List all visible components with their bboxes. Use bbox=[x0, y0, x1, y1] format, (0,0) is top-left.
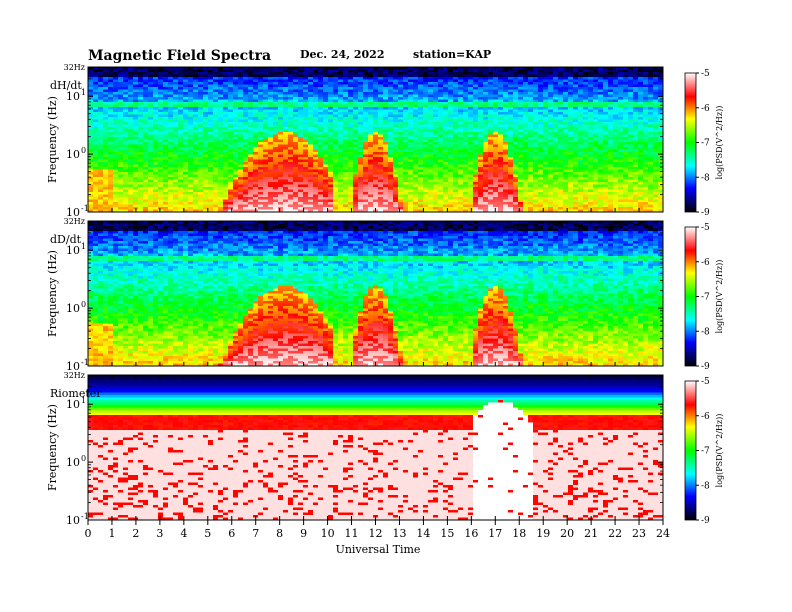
x-tick-label: 17 bbox=[488, 527, 502, 540]
colorbar-tick-label: -6 bbox=[701, 104, 710, 114]
y-tick-exponent: 1 bbox=[81, 88, 86, 97]
x-tick-label: 3 bbox=[156, 527, 163, 540]
x-tick-label: 16 bbox=[464, 527, 478, 540]
y-tick-exponent: 1 bbox=[81, 396, 86, 405]
colorbar-tick-label: -5 bbox=[701, 223, 710, 233]
x-tick-label: 23 bbox=[632, 527, 646, 540]
x-tick-label: 14 bbox=[416, 527, 430, 540]
y-axis-label: Frequency (Hz) bbox=[46, 404, 59, 491]
x-tick-label: 19 bbox=[536, 527, 550, 540]
colorbar-label: log(PSD(V^2/Hz)) bbox=[715, 414, 724, 488]
x-tick-label: 21 bbox=[584, 527, 598, 540]
colorbar bbox=[684, 72, 697, 213]
colorbar-tick-label: -7 bbox=[701, 447, 710, 457]
x-tick-label: 18 bbox=[512, 527, 526, 540]
y-axis-label: Frequency (Hz) bbox=[46, 250, 59, 337]
colorbar-tick-label: -8 bbox=[701, 173, 710, 183]
x-tick-label: 11 bbox=[345, 527, 359, 540]
x-tick-label: 10 bbox=[321, 527, 335, 540]
x-tick-label: 0 bbox=[85, 527, 92, 540]
y-tick-label: 10 bbox=[66, 206, 80, 219]
panel-name: dH/dt bbox=[50, 79, 82, 92]
x-tick-label: 13 bbox=[392, 527, 406, 540]
y-tick-exponent: -1 bbox=[81, 204, 89, 213]
top-frequency-label: 32Hz bbox=[64, 371, 85, 380]
y-tick-label: 10 bbox=[66, 244, 80, 257]
colorbar-tick-label: -7 bbox=[701, 139, 710, 149]
y-tick-label: 10 bbox=[66, 148, 80, 161]
x-tick-label: 9 bbox=[300, 527, 307, 540]
x-tick-label: 2 bbox=[132, 527, 139, 540]
colorbar-tick-label: -8 bbox=[701, 327, 710, 337]
colorbar-tick-label: -7 bbox=[701, 293, 710, 303]
colorbar-tick-label: -9 bbox=[701, 208, 710, 218]
colorbar-label: log(PSD(V^2/Hz)) bbox=[715, 260, 724, 334]
y-tick-exponent: 0 bbox=[81, 146, 86, 155]
colorbar-tick-label: -6 bbox=[701, 412, 710, 422]
x-tick-label: 22 bbox=[608, 527, 622, 540]
x-tick-label: 20 bbox=[560, 527, 574, 540]
x-axis-label: Universal Time bbox=[336, 543, 421, 556]
x-tick-label: 24 bbox=[656, 527, 670, 540]
colorbar-tick-label: -9 bbox=[701, 362, 710, 372]
top-frequency-label: 32Hz bbox=[64, 63, 85, 72]
y-tick-label: 10 bbox=[66, 302, 80, 315]
x-tick-label: 12 bbox=[369, 527, 383, 540]
colorbar bbox=[684, 380, 697, 521]
y-tick-exponent: -1 bbox=[81, 512, 89, 521]
date-label: Dec. 24, 2022 bbox=[300, 48, 384, 61]
spectrogram-field bbox=[88, 67, 663, 212]
colorbar-label: log(PSD(V^2/Hz)) bbox=[715, 106, 724, 180]
colorbar-tick-label: -6 bbox=[701, 258, 710, 268]
x-tick-label: 15 bbox=[440, 527, 454, 540]
panel-name: Riometer bbox=[50, 387, 102, 400]
station-label: station=KAP bbox=[413, 48, 491, 61]
y-tick-exponent: 0 bbox=[81, 300, 86, 309]
x-tick-label: 1 bbox=[108, 527, 115, 540]
y-tick-exponent: 1 bbox=[81, 242, 86, 251]
y-tick-label: 10 bbox=[66, 398, 80, 411]
x-tick-label: 4 bbox=[180, 527, 187, 540]
y-axis-label: Frequency (Hz) bbox=[46, 96, 59, 183]
x-tick-label: 5 bbox=[204, 527, 211, 540]
x-axis: 0 1 2 3 4 5 6 7 8 9 10 11 12 13 14 15 16 17 18 19 20 21 22 23 24 bbox=[85, 520, 670, 540]
panel-name: dD/dt bbox=[50, 233, 82, 246]
y-tick-exponent: -1 bbox=[81, 358, 89, 367]
x-tick-label: 8 bbox=[276, 527, 283, 540]
colorbar-tick-label: -9 bbox=[701, 516, 710, 526]
colorbar-tick-label: -8 bbox=[701, 481, 710, 491]
y-tick-label: 10 bbox=[66, 90, 80, 103]
y-tick-label: 10 bbox=[66, 456, 80, 469]
spectrogram-field bbox=[88, 221, 663, 366]
y-tick-label: 10 bbox=[66, 360, 80, 373]
colorbar-tick-label: -5 bbox=[701, 377, 710, 387]
y-tick-exponent: 0 bbox=[81, 454, 86, 463]
colorbar bbox=[684, 226, 697, 367]
x-tick-label: 6 bbox=[228, 527, 235, 540]
figure-title: Magnetic Field Spectra bbox=[88, 48, 271, 64]
colorbar-tick-label: -5 bbox=[701, 69, 710, 79]
spectrogram-field bbox=[88, 375, 663, 520]
top-frequency-label: 32Hz bbox=[64, 217, 85, 226]
x-tick-label: 7 bbox=[252, 527, 259, 540]
y-tick-label: 10 bbox=[66, 514, 80, 527]
